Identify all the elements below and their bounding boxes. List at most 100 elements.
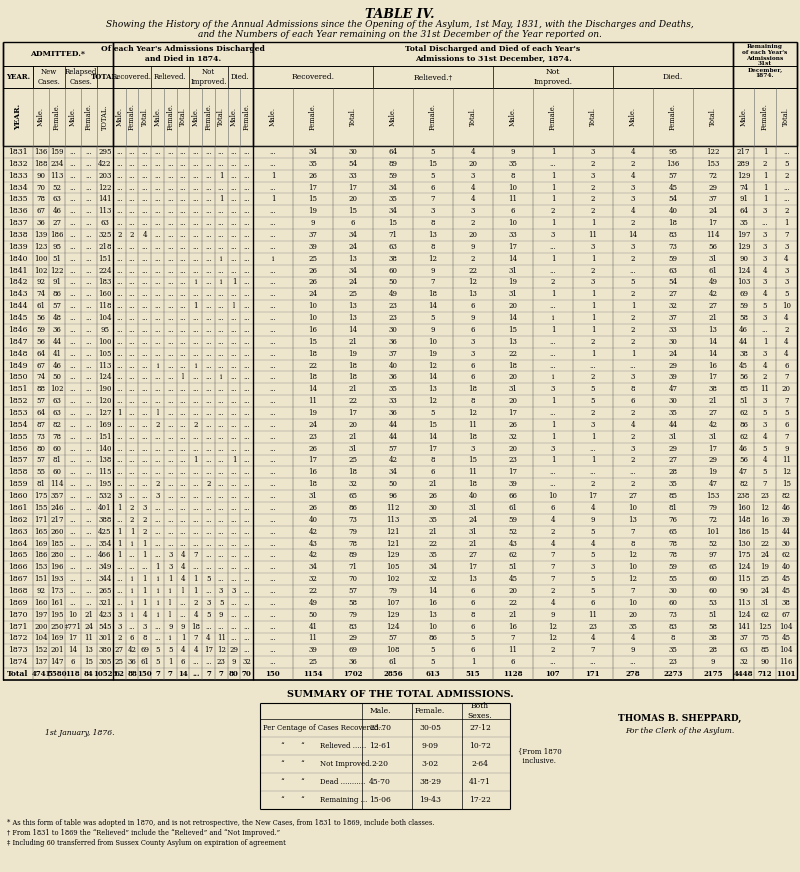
Text: † From 1831 to 1869 the “Relieved” include the “Relieved” and “Not Improved.”: † From 1831 to 1869 the “Relieved” inclu…	[7, 829, 280, 837]
Text: 151: 151	[98, 255, 112, 262]
Text: ...: ...	[86, 373, 92, 381]
Text: ...: ...	[180, 208, 186, 215]
Text: ...: ...	[154, 385, 161, 393]
Text: ...: ...	[86, 445, 92, 453]
Text: Total.: Total.	[349, 107, 357, 126]
Text: 3: 3	[591, 172, 595, 180]
Text: ...: ...	[154, 456, 161, 465]
Text: ...: ...	[70, 219, 76, 227]
Text: 515: 515	[466, 670, 480, 678]
Text: 4: 4	[630, 148, 635, 156]
Text: 136: 136	[34, 148, 48, 156]
Text: ...: ...	[180, 267, 186, 275]
Text: 26: 26	[309, 504, 318, 512]
Text: 20: 20	[469, 231, 478, 239]
Text: New
Cases.: New Cases.	[38, 68, 61, 85]
Text: 1: 1	[630, 303, 635, 310]
Text: Remaining
of each Year's
Admissions
31st
December,
1874.: Remaining of each Year's Admissions 31st…	[742, 44, 788, 78]
Text: 3: 3	[763, 421, 767, 429]
Text: 58: 58	[709, 623, 718, 630]
Text: 86: 86	[739, 421, 748, 429]
Text: 113: 113	[737, 599, 750, 607]
Text: Female.: Female.	[85, 104, 93, 131]
Text: ...: ...	[167, 231, 174, 239]
Text: ...: ...	[154, 303, 161, 310]
Text: 114: 114	[706, 231, 720, 239]
Text: 1: 1	[232, 456, 236, 465]
Text: ...: ...	[243, 504, 250, 512]
Text: ...: ...	[243, 183, 250, 192]
Text: ...: ...	[116, 255, 122, 262]
Text: 30·05: 30·05	[419, 724, 441, 732]
Text: ...: ...	[116, 219, 122, 227]
Text: ...: ...	[129, 433, 135, 440]
Text: 7: 7	[784, 231, 789, 239]
Text: 11: 11	[469, 421, 478, 429]
Text: 33: 33	[389, 397, 398, 405]
Text: 3: 3	[631, 373, 635, 381]
Text: 115: 115	[98, 468, 112, 476]
Text: 388: 388	[98, 516, 112, 524]
Text: 175: 175	[737, 551, 750, 560]
Text: Total.: Total.	[141, 107, 149, 126]
Text: 51: 51	[509, 563, 518, 571]
Text: ...: ...	[167, 433, 174, 440]
Text: ...: ...	[154, 314, 161, 322]
Text: 1: 1	[168, 576, 173, 583]
Text: ...: ...	[129, 243, 135, 251]
Text: 8: 8	[630, 385, 635, 393]
Text: 35: 35	[669, 646, 678, 654]
Text: 102: 102	[50, 385, 64, 393]
Text: 60: 60	[709, 576, 718, 583]
Text: 3: 3	[117, 623, 122, 630]
Text: 11: 11	[85, 635, 94, 643]
Text: 59: 59	[37, 326, 46, 334]
Text: 41·71: 41·71	[469, 778, 491, 786]
Text: ...: ...	[192, 219, 199, 227]
Text: 4: 4	[550, 516, 555, 524]
Text: 63: 63	[53, 195, 62, 203]
Text: ...: ...	[154, 635, 161, 643]
Text: 13: 13	[629, 516, 638, 524]
Text: 280: 280	[50, 551, 64, 560]
Text: 32: 32	[429, 576, 438, 583]
Text: 3: 3	[117, 492, 122, 500]
Text: 107: 107	[386, 599, 400, 607]
Text: 79: 79	[389, 587, 398, 595]
Text: 59: 59	[739, 303, 748, 310]
Text: ...: ...	[192, 468, 199, 476]
Text: 24: 24	[761, 551, 770, 560]
Text: 193: 193	[50, 576, 64, 583]
Text: ...: ...	[230, 421, 238, 429]
Text: 12: 12	[429, 362, 438, 370]
Text: ...: ...	[154, 540, 161, 548]
Text: 9: 9	[430, 267, 435, 275]
Text: ...: ...	[243, 303, 250, 310]
Text: 3: 3	[471, 337, 475, 346]
Text: ...: ...	[243, 219, 250, 227]
Text: ...: ...	[270, 362, 276, 370]
Text: ...: ...	[192, 670, 199, 678]
Text: i: i	[169, 587, 171, 595]
Text: 31: 31	[669, 433, 678, 440]
Text: 200: 200	[34, 623, 48, 630]
Text: 2: 2	[142, 516, 147, 524]
Text: 104: 104	[98, 314, 112, 322]
Text: Male.: Male.	[69, 107, 77, 126]
Text: i: i	[220, 278, 222, 287]
Text: ...: ...	[154, 516, 161, 524]
Text: ...: ...	[86, 219, 92, 227]
Text: ...: ...	[230, 528, 238, 535]
Text: ...: ...	[154, 337, 161, 346]
Text: 60: 60	[709, 587, 718, 595]
Text: 2: 2	[470, 219, 475, 227]
Text: ...: ...	[167, 516, 174, 524]
Text: 14: 14	[69, 646, 78, 654]
Text: 87: 87	[37, 421, 46, 429]
Text: 2: 2	[630, 314, 635, 322]
Text: ...: ...	[243, 195, 250, 203]
Text: 140: 140	[98, 445, 112, 453]
Text: ...: ...	[270, 326, 276, 334]
Text: 15: 15	[309, 337, 318, 346]
Text: ...: ...	[142, 183, 148, 192]
